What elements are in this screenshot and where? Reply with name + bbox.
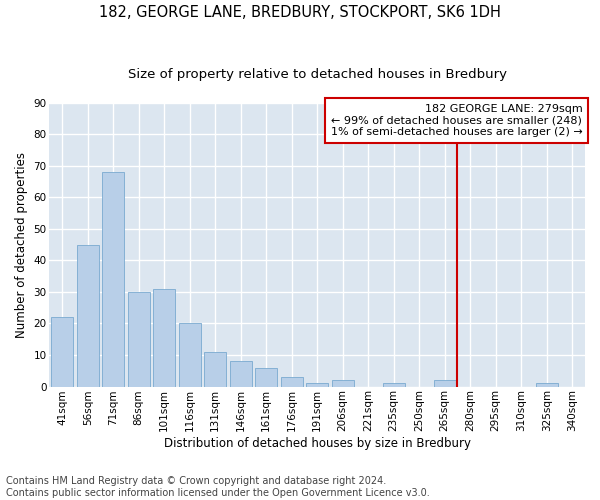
Bar — [230, 362, 251, 386]
Bar — [154, 288, 175, 386]
Bar — [205, 352, 226, 386]
Text: Contains HM Land Registry data © Crown copyright and database right 2024.
Contai: Contains HM Land Registry data © Crown c… — [6, 476, 430, 498]
Bar — [332, 380, 353, 386]
Bar — [434, 380, 455, 386]
Text: 182, GEORGE LANE, BREDBURY, STOCKPORT, SK6 1DH: 182, GEORGE LANE, BREDBURY, STOCKPORT, S… — [99, 5, 501, 20]
Bar — [307, 384, 328, 386]
Bar — [103, 172, 124, 386]
Bar — [77, 244, 98, 386]
Bar — [52, 317, 73, 386]
Bar — [281, 377, 302, 386]
Y-axis label: Number of detached properties: Number of detached properties — [15, 152, 28, 338]
X-axis label: Distribution of detached houses by size in Bredbury: Distribution of detached houses by size … — [164, 437, 471, 450]
Bar — [536, 384, 557, 386]
Title: Size of property relative to detached houses in Bredbury: Size of property relative to detached ho… — [128, 68, 507, 80]
Bar — [256, 368, 277, 386]
Bar — [179, 324, 200, 386]
Text: 182 GEORGE LANE: 279sqm
← 99% of detached houses are smaller (248)
1% of semi-de: 182 GEORGE LANE: 279sqm ← 99% of detache… — [331, 104, 583, 137]
Bar — [383, 384, 404, 386]
Bar — [128, 292, 149, 386]
